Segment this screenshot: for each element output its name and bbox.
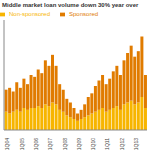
- html-text:Non-sponsored: Non-sponsored: [9, 11, 50, 17]
- svg-text:1Q09: 1Q09: [76, 138, 82, 150]
- svg-text:1Q05: 1Q05: [19, 138, 25, 150]
- svg-text:1Q07: 1Q07: [47, 138, 53, 150]
- html-text:Middle market loan volume down: Middle market loan volume down 30% year …: [2, 2, 139, 8]
- svg-text:1Q13: 1Q13: [133, 138, 139, 150]
- svg-text:1Q04: 1Q04: [8, 138, 10, 150]
- html-text:Sponsored: Sponsored: [69, 11, 99, 17]
- svg-text:1Q12: 1Q12: [119, 138, 125, 150]
- svg-text:1Q08: 1Q08: [62, 138, 68, 150]
- svg-text:1Q06: 1Q06: [33, 138, 39, 150]
- svg-text:1Q11: 1Q11: [104, 138, 110, 150]
- svg-text:1Q10: 1Q10: [90, 138, 96, 150]
